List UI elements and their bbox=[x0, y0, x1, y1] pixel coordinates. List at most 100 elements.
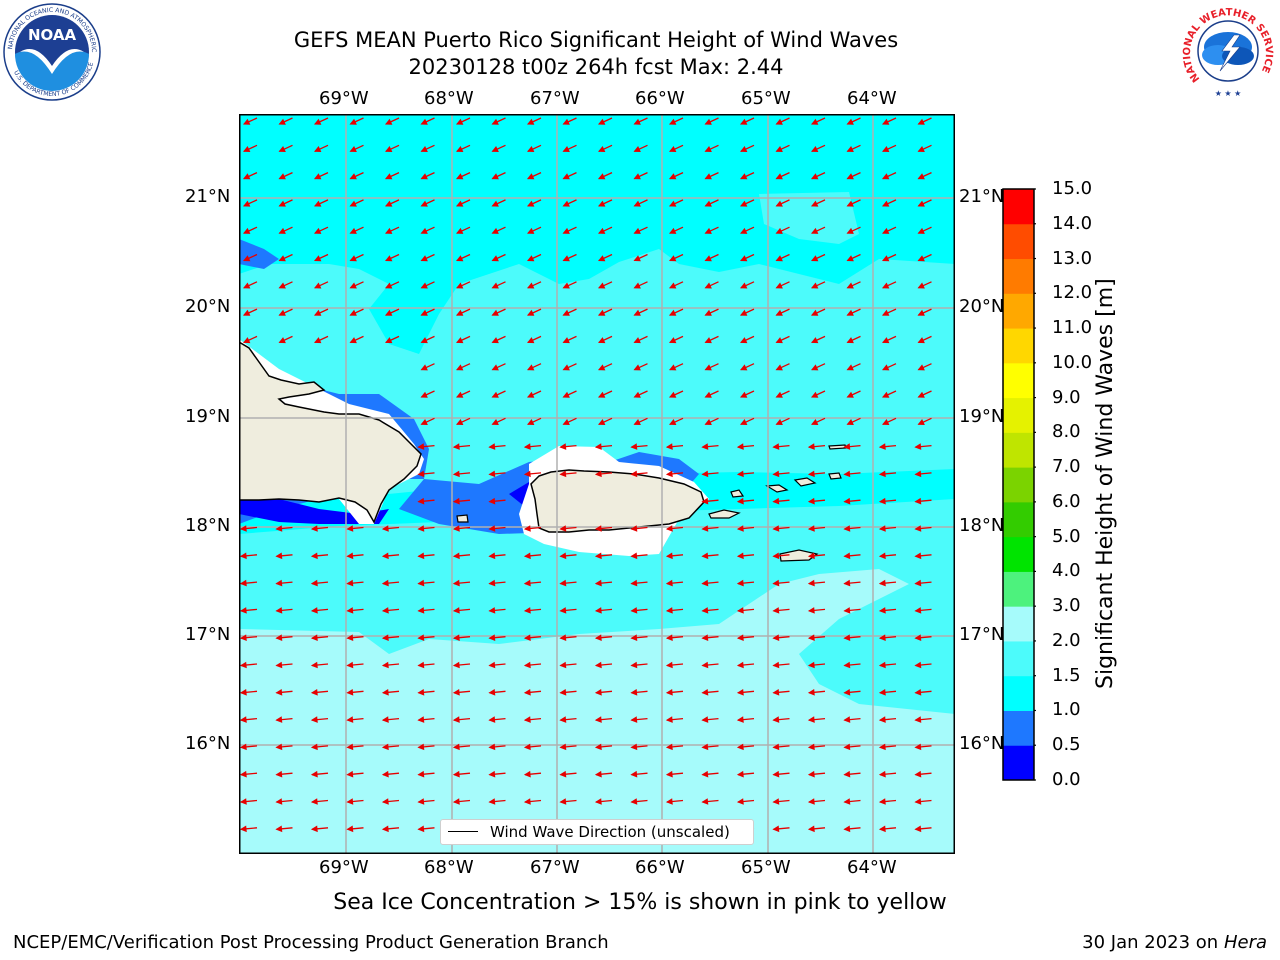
colorbar-tick-label: 0.0 bbox=[1052, 769, 1081, 790]
wave-vector-head bbox=[239, 688, 247, 696]
wave-vector-head bbox=[420, 309, 428, 316]
wave-vector-head bbox=[559, 770, 567, 778]
colorbar-cell bbox=[1003, 745, 1034, 781]
wave-vector-head bbox=[807, 552, 815, 560]
wave-vector-head bbox=[562, 418, 570, 425]
wave-vector-head bbox=[772, 579, 780, 587]
wave-vector-head bbox=[878, 552, 886, 560]
wave-vector-head bbox=[452, 634, 460, 641]
colorbar-cell bbox=[1003, 223, 1034, 260]
wave-vector-head bbox=[239, 552, 247, 560]
wave-vector-head bbox=[739, 282, 748, 289]
wave-vector-head bbox=[914, 552, 922, 560]
wave-vector-head bbox=[843, 470, 851, 478]
wave-vector-head bbox=[526, 200, 535, 207]
colorbar-cell bbox=[1003, 640, 1034, 677]
wave-vector-head bbox=[810, 227, 819, 234]
wave-vector-head bbox=[455, 282, 464, 289]
wave-vector-head bbox=[562, 145, 570, 152]
wave-vector-head bbox=[810, 337, 819, 344]
wave-vector-head bbox=[736, 688, 744, 696]
wave-vector-head bbox=[775, 391, 783, 398]
wave-vector-head bbox=[597, 337, 606, 344]
wave-vector-head bbox=[313, 145, 322, 152]
colorbar-frame bbox=[1002, 188, 1035, 781]
wave-vector-head bbox=[917, 118, 925, 125]
wave-vector-head bbox=[810, 200, 819, 207]
wave-vector-head bbox=[701, 770, 709, 778]
wave-vector-head bbox=[701, 798, 709, 805]
wave-vector-head bbox=[736, 634, 744, 641]
wave-vector-head bbox=[701, 661, 709, 669]
wave-vector-head bbox=[775, 309, 783, 316]
wave-vector-head bbox=[881, 282, 890, 289]
colorbar-cell bbox=[1003, 501, 1034, 538]
wave-vector-head bbox=[381, 716, 389, 723]
wave-vector-head bbox=[523, 525, 531, 532]
colorbar-tick-label: 10.0 bbox=[1052, 351, 1093, 373]
wave-vector-head bbox=[310, 607, 318, 614]
wave-vector-head bbox=[417, 661, 425, 669]
footer-date-text: 30 Jan 2023 on bbox=[1082, 932, 1224, 953]
wave-vector-head bbox=[772, 716, 780, 723]
wave-vector-head bbox=[704, 255, 712, 262]
wave-vector-head bbox=[881, 173, 890, 180]
wave-vector-head bbox=[772, 634, 780, 641]
wave-vector-head bbox=[455, 118, 464, 125]
wave-vector-head bbox=[384, 118, 393, 125]
wave-vector-head bbox=[633, 391, 641, 398]
wave-vector-head bbox=[488, 688, 496, 696]
wave-vector-head bbox=[313, 227, 322, 234]
wave-vector-head bbox=[242, 200, 251, 207]
wave-vector-head bbox=[630, 716, 638, 723]
lon-tick-top-68w: 68°W bbox=[424, 88, 474, 109]
wave-vector-head bbox=[562, 309, 570, 316]
wave-vector-head bbox=[810, 255, 819, 262]
wave-vector-head bbox=[381, 743, 389, 751]
wave-vector-head bbox=[381, 634, 389, 641]
wave-vector-head bbox=[417, 607, 425, 614]
wave-vector-head bbox=[630, 552, 638, 560]
wave-vector-head bbox=[523, 607, 531, 614]
wave-vector-head bbox=[346, 579, 354, 587]
wave-vector-head bbox=[594, 470, 602, 478]
wave-vector-head bbox=[417, 798, 425, 805]
colorbar-cell bbox=[1003, 362, 1034, 399]
wave-vector-head bbox=[346, 770, 354, 778]
wave-vector-head bbox=[381, 770, 389, 778]
wave-vector-head bbox=[775, 282, 783, 289]
wave-vector-head bbox=[417, 743, 425, 751]
wave-vector-head bbox=[630, 443, 638, 450]
wave-vector-head bbox=[633, 200, 641, 207]
wave-vector-head bbox=[668, 255, 677, 262]
wave-vector-head bbox=[665, 443, 673, 450]
wave-vector-head bbox=[917, 227, 925, 234]
wave-vector-head bbox=[736, 770, 744, 778]
wave-vector-head bbox=[878, 661, 886, 669]
wave-vector-head bbox=[452, 525, 460, 532]
wave-vector-head bbox=[633, 418, 641, 425]
wave-vector-head bbox=[559, 579, 567, 587]
wave-vector-head bbox=[772, 607, 780, 614]
wave-vector-head bbox=[597, 200, 606, 207]
wave-vector-head bbox=[810, 364, 819, 371]
wave-vector-head bbox=[914, 497, 922, 505]
wave-vector-head bbox=[914, 579, 922, 587]
wave-vector-head bbox=[701, 470, 709, 478]
wave-vector-head bbox=[807, 525, 815, 532]
wave-vector-head bbox=[701, 688, 709, 696]
wave-vector-head bbox=[594, 661, 602, 669]
wave-vector-head bbox=[807, 770, 815, 778]
wave-vector-head bbox=[878, 716, 886, 723]
wave-vector-head bbox=[491, 255, 499, 262]
wave-vector-head bbox=[630, 688, 638, 696]
wave-vector-head bbox=[633, 309, 641, 316]
wave-vector-head bbox=[310, 525, 318, 532]
colorbar-cell bbox=[1003, 571, 1034, 607]
wave-vector-head bbox=[668, 391, 677, 398]
wave-vector-head bbox=[239, 798, 247, 805]
wave-vector-head bbox=[488, 579, 496, 587]
wave-vector-head bbox=[846, 200, 854, 207]
wave-vector-head bbox=[878, 525, 886, 532]
wave-vector-head bbox=[630, 470, 638, 478]
